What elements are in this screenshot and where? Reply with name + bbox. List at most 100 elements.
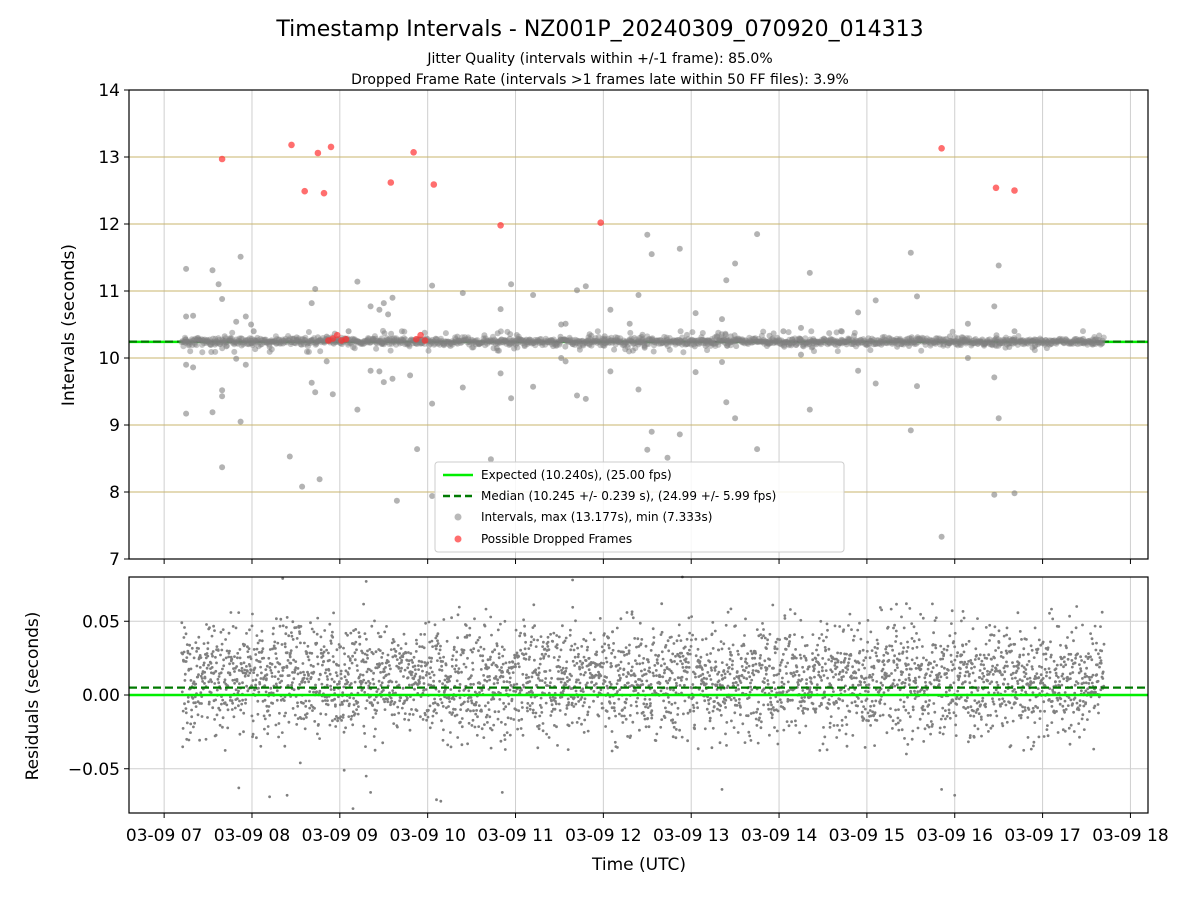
interval-point (879, 334, 886, 341)
interval-point (427, 340, 434, 347)
interval-point (532, 342, 539, 349)
residual-point (635, 711, 639, 715)
residual-point (970, 662, 974, 666)
residual-point (790, 672, 793, 676)
residual-point (914, 667, 918, 670)
residual-point (260, 639, 264, 643)
residual-point (318, 737, 321, 740)
residual-point (541, 645, 544, 648)
residual-point (228, 662, 232, 666)
interval-point (219, 393, 226, 400)
residual-point (221, 628, 225, 631)
residual-point (246, 669, 249, 673)
interval-point (789, 336, 796, 343)
interval-point (486, 338, 493, 345)
interval-point (941, 338, 948, 345)
residual-point (661, 657, 665, 661)
residual-point (844, 732, 848, 736)
interval-point (913, 340, 920, 347)
residual-point (440, 669, 444, 672)
residual-point (238, 732, 242, 736)
residual-point (934, 616, 938, 620)
interval-point (547, 337, 554, 343)
residual-point (670, 702, 674, 706)
residual-point (573, 642, 577, 646)
residual-point (578, 681, 582, 685)
residual-point (708, 674, 711, 678)
residual-point (328, 672, 332, 676)
residual-point (923, 676, 927, 680)
residual-point (695, 701, 699, 705)
residual-point (762, 681, 766, 684)
interval-point (231, 339, 238, 346)
residual-point (730, 719, 733, 723)
interval-point (1037, 336, 1044, 343)
interval-point (364, 339, 371, 346)
interval-point (312, 339, 319, 346)
residual-point (828, 702, 831, 706)
residual-point (347, 715, 351, 718)
interval-point (215, 335, 222, 342)
residual-point (336, 719, 339, 723)
residual-point (335, 674, 339, 678)
interval-point (376, 368, 383, 375)
interval-point (192, 335, 199, 342)
interval-point (914, 383, 920, 390)
residual-point (827, 698, 831, 701)
residual-point (871, 673, 875, 676)
residual-point (885, 645, 888, 649)
residual-point (799, 704, 803, 708)
residual-point (253, 666, 257, 670)
residual-point (672, 642, 676, 645)
residual-point (390, 713, 394, 717)
interval-point (878, 341, 885, 348)
residual-point (436, 632, 440, 636)
residual-point (430, 670, 434, 674)
interval-point (653, 339, 660, 346)
residual-point (762, 634, 765, 638)
residual-point (702, 676, 706, 680)
residual-point (189, 722, 193, 726)
legend-dropped-swatch (454, 535, 462, 543)
residual-point (902, 626, 906, 630)
interval-point (666, 346, 673, 353)
residual-point (235, 665, 239, 668)
interval-point (243, 338, 250, 344)
interval-point (310, 336, 317, 343)
residual-point (255, 736, 258, 740)
residual-point (545, 732, 548, 736)
residual-point (396, 705, 400, 709)
interval-point (494, 347, 501, 354)
residual-point (625, 611, 629, 614)
residual-point (550, 710, 554, 713)
residual-point (581, 666, 584, 669)
interval-point (826, 330, 833, 337)
interval-point (676, 431, 683, 438)
residual-point (922, 656, 925, 660)
residual-point (402, 632, 406, 636)
residual-point (642, 657, 646, 660)
interval-point (859, 339, 866, 346)
residual-point (749, 712, 753, 715)
interval-point (930, 339, 937, 346)
interval-point (937, 336, 944, 343)
residual-point (477, 704, 481, 707)
residual-point (488, 675, 491, 678)
interval-point (581, 340, 588, 347)
residual-point (379, 684, 383, 687)
interval-point (691, 338, 698, 345)
residual-point (418, 675, 422, 678)
interval-point (562, 358, 569, 365)
residual-point (693, 672, 697, 676)
residual-point (875, 638, 879, 642)
residual-point (641, 689, 645, 693)
residual-point (925, 658, 928, 662)
residual-point (722, 669, 726, 672)
residual-point (637, 654, 641, 658)
residual-point (826, 707, 830, 710)
residual-point (577, 652, 580, 656)
residual-point (834, 661, 837, 665)
interval-point (462, 336, 469, 343)
residual-point (536, 746, 540, 750)
residual-point (622, 650, 625, 654)
